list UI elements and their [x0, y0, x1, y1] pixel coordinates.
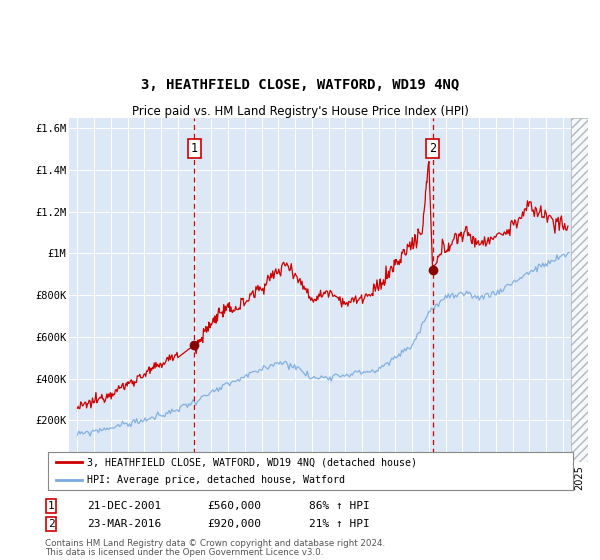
Text: 1: 1	[47, 501, 55, 511]
Text: Contains HM Land Registry data © Crown copyright and database right 2024.: Contains HM Land Registry data © Crown c…	[45, 539, 385, 548]
Text: 1: 1	[190, 142, 197, 155]
Text: 2: 2	[47, 519, 55, 529]
Text: 3, HEATHFIELD CLOSE, WATFORD, WD19 4NQ (detached house): 3, HEATHFIELD CLOSE, WATFORD, WD19 4NQ (…	[88, 457, 418, 467]
Text: 23-MAR-2016: 23-MAR-2016	[87, 519, 161, 529]
Text: Price paid vs. HM Land Registry's House Price Index (HPI): Price paid vs. HM Land Registry's House …	[131, 105, 469, 118]
Text: 21-DEC-2001: 21-DEC-2001	[87, 501, 161, 511]
Text: £560,000: £560,000	[207, 501, 261, 511]
Text: 21% ↑ HPI: 21% ↑ HPI	[309, 519, 370, 529]
Bar	[571, 118, 588, 462]
Text: 86% ↑ HPI: 86% ↑ HPI	[309, 501, 370, 511]
Text: 2: 2	[429, 142, 436, 155]
Text: 3, HEATHFIELD CLOSE, WATFORD, WD19 4NQ: 3, HEATHFIELD CLOSE, WATFORD, WD19 4NQ	[141, 78, 459, 92]
Text: HPI: Average price, detached house, Watford: HPI: Average price, detached house, Watf…	[88, 475, 346, 486]
Text: This data is licensed under the Open Government Licence v3.0.: This data is licensed under the Open Gov…	[45, 548, 323, 557]
Text: £920,000: £920,000	[207, 519, 261, 529]
